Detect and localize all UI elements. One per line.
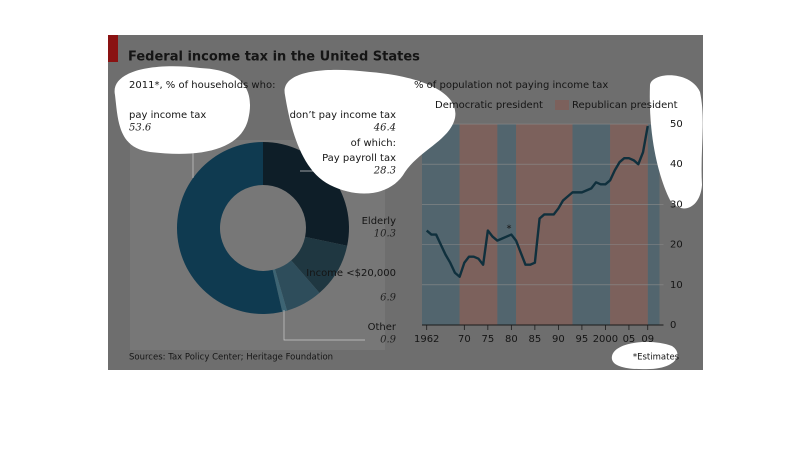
pie-slice — [291, 236, 348, 293]
president-band — [516, 124, 573, 325]
pie-subtitle: 2011*, % of households who: — [129, 80, 275, 91]
slice-value: 53.6 — [129, 123, 152, 134]
legend-label: Democratic president — [435, 100, 543, 111]
group-sublabel: of which: — [351, 138, 396, 149]
slice-value: 6.9 — [380, 293, 397, 304]
slice-label: pay income tax — [129, 110, 206, 121]
pie-slice — [274, 260, 320, 311]
x-tick-label: 1962 — [414, 334, 439, 345]
x-tick-label: 90 — [552, 334, 565, 345]
slice-label: Income <$20,000 — [306, 268, 396, 279]
president-band — [572, 124, 611, 325]
highlight-blobs — [114, 66, 703, 370]
group-value: 46.4 — [373, 123, 396, 134]
accent-bar — [108, 35, 118, 62]
leader — [283, 310, 365, 341]
x-tick-label: 2000 — [593, 334, 618, 345]
page-title: Federal income tax in the United States — [128, 50, 420, 65]
president-band — [422, 124, 460, 325]
blob — [114, 66, 251, 154]
president-band — [459, 124, 498, 325]
y-tick-label: 0 — [670, 320, 676, 331]
slice-label: Elderly — [362, 216, 396, 227]
y-tick-label: 20 — [670, 240, 683, 251]
note: *Estimates — [633, 353, 680, 363]
president-band — [497, 124, 517, 325]
x-tick-label: 70 — [458, 334, 471, 345]
slice-value: 28.3 — [373, 166, 396, 177]
x-tick-label: 95 — [576, 334, 589, 345]
legend-swatch — [555, 100, 569, 110]
legend-label: Republican president — [572, 100, 678, 111]
slice-label: Other — [368, 322, 397, 333]
pie-slice — [272, 269, 287, 312]
x-tick-label: 80 — [505, 334, 518, 345]
y-tick-label: 40 — [670, 159, 683, 170]
series-line — [425, 125, 649, 278]
x-tick-label: 05 — [623, 334, 636, 345]
blob — [284, 69, 456, 194]
line-title: % of population not paying income tax — [414, 80, 608, 91]
president-band — [647, 124, 660, 325]
annotation: * — [507, 224, 512, 235]
y-tick-label: 30 — [670, 199, 683, 210]
x-tick-label: 85 — [529, 334, 542, 345]
slice-label: Pay payroll tax — [322, 153, 396, 164]
x-tick-label: 09 — [641, 334, 654, 345]
y-tick-label: 50 — [670, 119, 683, 130]
x-tick-label: 75 — [481, 334, 494, 345]
source: Sources: Tax Policy Center; Heritage Fou… — [129, 353, 333, 363]
slice-value: 0.9 — [380, 335, 397, 346]
group-label: don’t pay income tax — [290, 110, 397, 121]
blob — [649, 75, 703, 209]
pie-slice — [177, 142, 283, 314]
blob — [611, 341, 678, 370]
slice-value: 10.3 — [374, 229, 396, 240]
pie-slice — [263, 142, 349, 246]
y-tick-label: 10 — [670, 280, 683, 291]
